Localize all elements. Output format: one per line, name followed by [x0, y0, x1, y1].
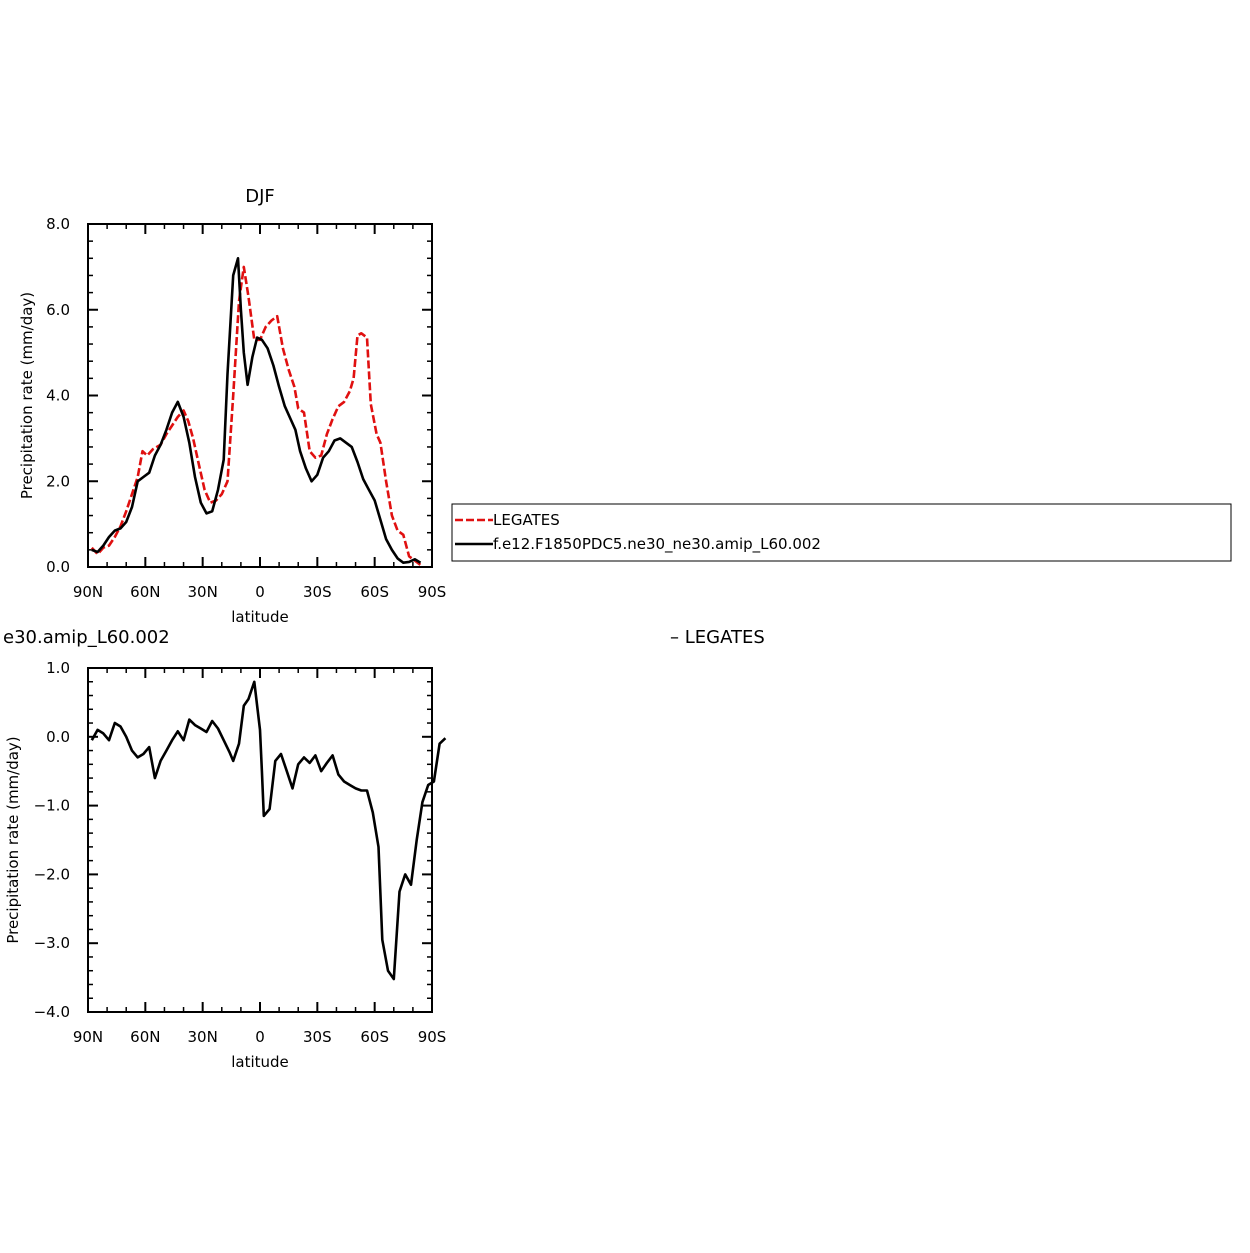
x-tick-label: 0 [255, 583, 265, 601]
legend: LEGATES f.e12.F1850PDC5.ne30_ne30.amip_L6… [451, 503, 1232, 562]
x-axis-label: latitude [231, 1053, 289, 1071]
x-tick-label: 30S [303, 583, 332, 601]
chart-panel-1: 90N 60N 30N 0 30S 60S 90S 0.0 2.0 4.0 6.0 8.0 latitu… [18, 186, 446, 626]
x-axis-label: latitude [231, 608, 289, 626]
y-axis-label: Precipitation rate (mm/day) [18, 292, 36, 499]
legend-box [451, 503, 1232, 562]
series-line-2 [91, 257, 422, 564]
y-tick-label: 8.0 [46, 215, 70, 233]
y-axis-label: Precipitation rate (mm/day) [4, 736, 22, 943]
y-tick-label: 0.0 [46, 558, 70, 576]
y-tick-label: 4.0 [46, 387, 70, 405]
x-tick-label: 90N [73, 1028, 103, 1046]
chart-panel-2: 90N 60N 30N 0 30S 60S 90S 1.0 0.0 −1.0 −2.0 −3.0 −4.… [3, 627, 765, 1071]
series-line-1 [90, 265, 422, 566]
x-tick-label: 30N [188, 583, 218, 601]
chart-title: DJF [245, 186, 275, 207]
x-tick-label: 60S [360, 583, 389, 601]
x-tick-label: 30S [303, 1028, 332, 1046]
y-tick-label: −3.0 [34, 934, 70, 952]
x-tick-label: 30N [188, 1028, 218, 1046]
series-line-1 [90, 680, 447, 981]
x-tick-label: 0 [255, 1028, 265, 1046]
y-tick-label: 1.0 [46, 659, 70, 677]
legend-label: f.e12.F1850PDC5.ne30_ne30.amip_L60.002 [493, 535, 821, 554]
y-tick-label: −2.0 [34, 865, 70, 883]
y-tick-label: −1.0 [34, 797, 70, 815]
x-tick-label: 60S [360, 1028, 389, 1046]
x-tick-label: 60N [130, 583, 160, 601]
legend-label: LEGATES [493, 511, 560, 529]
x-tick-label: 60N [130, 1028, 160, 1046]
y-tick-label: 0.0 [46, 728, 70, 746]
x-tick-label: 90S [418, 1028, 447, 1046]
y-tick-label: 2.0 [46, 472, 70, 490]
y-tick-label: −4.0 [34, 1003, 70, 1021]
y-tick-label: 6.0 [46, 301, 70, 319]
x-tick-label: 90N [73, 583, 103, 601]
chart-title-left: e30.amip_L60.002 [3, 627, 170, 648]
x-tick-label: 90S [418, 583, 447, 601]
chart-title-right: – LEGATES [670, 627, 765, 648]
